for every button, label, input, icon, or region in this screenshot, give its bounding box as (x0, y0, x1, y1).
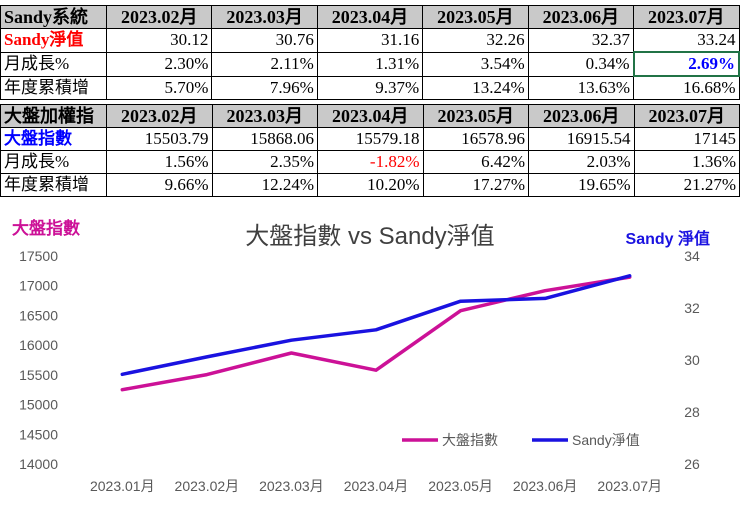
data-cell[interactable]: 9.66% (106, 173, 213, 197)
index-performance-table: 大盤加權指 2023.02月 2023.03月 2023.04月 2023.05… (0, 104, 740, 197)
right-y-tick-label: 28 (684, 404, 700, 420)
data-cell[interactable]: 2.35% (211, 150, 318, 174)
data-cell[interactable]: 15579.18 (317, 127, 424, 151)
index-mom-row: 月成長% 1.56% 2.35% -1.82% 6.42% 2.03% 1.36… (0, 150, 740, 174)
data-cell[interactable]: 16915.54 (528, 127, 635, 151)
right-y-axis: 26 28 30 32 34 (684, 248, 700, 472)
data-cell[interactable]: 3.54% (422, 51, 529, 77)
data-cell[interactable]: 19.65% (528, 173, 635, 197)
header-cell[interactable]: 2023.02月 (106, 104, 213, 128)
left-y-tick-label: 14000 (19, 456, 58, 472)
sandy-nav-row: Sandy淨值 30.12 30.76 31.16 32.26 32.37 33… (0, 28, 740, 53)
left-y-tick-label: 16500 (19, 307, 58, 323)
left-y-tick-label: 15000 (19, 397, 58, 413)
x-tick-label: 2023.04月 (344, 478, 409, 494)
data-cell[interactable]: 2.30% (105, 51, 213, 77)
series-line (120, 275, 632, 392)
right-axis-label: Sandy 淨值 (626, 229, 710, 248)
chart-title: 大盤指數 vs Sandy淨值 (245, 223, 494, 250)
data-cell[interactable]: 13.63% (527, 75, 635, 100)
right-y-tick-label: 30 (684, 352, 700, 368)
data-cell[interactable]: 2.11% (211, 51, 318, 77)
data-cell[interactable]: 0.34% (527, 51, 635, 77)
index-ytd-row: 年度累積增 9.66% 12.24% 10.20% 17.27% 19.65% … (0, 173, 740, 197)
header-cell[interactable]: 2023.07月 (633, 104, 740, 128)
header-cell[interactable]: 2023.04月 (316, 5, 424, 29)
series-line (120, 274, 632, 377)
data-cell[interactable]: 17.27% (422, 173, 529, 197)
series-layer (120, 274, 632, 392)
data-cell[interactable]: 16.68% (633, 75, 740, 100)
data-cell[interactable]: 7.96% (211, 75, 318, 100)
header-cell[interactable]: Sandy系統 (0, 5, 107, 29)
row-label-cell[interactable]: 大盤指數 (0, 127, 107, 151)
left-y-tick-label: 17000 (19, 278, 58, 294)
right-y-tick-label: 34 (684, 248, 700, 264)
data-cell[interactable]: 30.76 (211, 28, 318, 53)
x-tick-label: 2023.06月 (513, 478, 578, 494)
legend-label: 大盤指數 (442, 432, 498, 448)
data-cell[interactable]: 9.37% (316, 75, 424, 100)
data-cell[interactable]: 12.24% (211, 173, 318, 197)
data-cell[interactable]: 13.24% (422, 75, 529, 100)
legend: 大盤指數 Sandy淨值 (402, 432, 640, 448)
data-cell[interactable]: 1.56% (106, 150, 213, 174)
left-y-tick-label: 14500 (19, 426, 58, 442)
left-axis-label: 大盤指數 (12, 218, 80, 238)
sandy-header-row: Sandy系統 2023.02月 2023.03月 2023.04月 2023.… (0, 5, 740, 29)
data-cell[interactable]: 1.36% (633, 150, 740, 174)
right-y-tick-label: 32 (684, 300, 700, 316)
left-y-axis: 14000 14500 15000 15500 16000 16500 17000 17500 (19, 248, 58, 472)
header-cell[interactable]: 2023.04月 (317, 104, 424, 128)
header-cell[interactable]: 2023.02月 (105, 5, 213, 29)
row-label-cell[interactable]: 年度累積增 (0, 173, 107, 197)
data-cell[interactable]: 32.37 (527, 28, 635, 53)
data-cell[interactable]: 21.27% (633, 173, 740, 197)
data-cell[interactable]: 30.12 (105, 28, 213, 53)
row-label-cell[interactable]: 月成長% (0, 51, 107, 77)
legend-label: Sandy淨值 (572, 432, 640, 448)
header-cell[interactable]: 大盤加權指 (0, 104, 107, 128)
header-cell[interactable]: 2023.06月 (528, 104, 635, 128)
data-cell[interactable]: 2.03% (528, 150, 635, 174)
x-tick-label: 2023.02月 (175, 478, 240, 494)
row-label-cell[interactable]: 月成長% (0, 150, 107, 174)
data-cell[interactable]: 15503.79 (106, 127, 213, 151)
x-tick-label: 2023.07月 (597, 478, 662, 494)
sandy-mom-row: 月成長% 2.30% 2.11% 1.31% 3.54% 0.34% 2.69% (0, 51, 740, 77)
index-value-row: 大盤指數 15503.79 15868.06 15579.18 16578.96… (0, 127, 740, 151)
index-header-row: 大盤加權指 2023.02月 2023.03月 2023.04月 2023.05… (0, 104, 740, 128)
row-label-cell[interactable]: Sandy淨值 (0, 28, 107, 53)
x-tick-label: 2023.01月 (90, 478, 155, 494)
sandy-performance-table: Sandy系統 2023.02月 2023.03月 2023.04月 2023.… (0, 5, 740, 100)
header-cell[interactable]: 2023.06月 (527, 5, 635, 29)
data-cell[interactable]: 17145 (633, 127, 740, 151)
data-cell[interactable]: 5.70% (105, 75, 213, 100)
data-cell[interactable]: 6.42% (422, 150, 529, 174)
header-cell[interactable]: 2023.03月 (211, 104, 318, 128)
x-tick-label: 2023.03月 (259, 478, 324, 494)
left-y-tick-label: 16000 (19, 337, 58, 353)
data-cell[interactable]: 15868.06 (211, 127, 318, 151)
right-y-tick-label: 26 (684, 456, 700, 472)
data-cell[interactable]: 33.24 (633, 28, 740, 53)
negative-data-cell[interactable]: -1.82% (317, 150, 424, 174)
x-axis: 2023.01月 2023.02月 2023.03月 2023.04月 2023.05月… (90, 478, 662, 494)
x-tick-label: 2023.05月 (428, 478, 493, 494)
selected-cell[interactable]: 2.69% (632, 51, 740, 77)
data-cell[interactable]: 16578.96 (422, 127, 529, 151)
header-cell[interactable]: 2023.03月 (211, 5, 318, 29)
data-cell[interactable]: 1.31% (316, 51, 424, 77)
left-y-tick-label: 15500 (19, 367, 58, 383)
data-cell[interactable]: 31.16 (316, 28, 424, 53)
header-cell[interactable]: 2023.05月 (422, 104, 529, 128)
data-cell[interactable]: 10.20% (317, 173, 424, 197)
data-cell[interactable]: 32.26 (422, 28, 529, 53)
line-chart[interactable]: 大盤指數 vs Sandy淨值 大盤指數 Sandy 淨值 14000 14500… (0, 208, 740, 509)
sandy-ytd-row: 年度累積增 5.70% 7.96% 9.37% 13.24% 13.63% 16… (0, 75, 740, 100)
row-label-cell[interactable]: 年度累積增 (0, 75, 107, 100)
header-cell[interactable]: 2023.07月 (633, 5, 740, 29)
header-cell[interactable]: 2023.05月 (422, 5, 529, 29)
left-y-tick-label: 17500 (19, 248, 58, 264)
